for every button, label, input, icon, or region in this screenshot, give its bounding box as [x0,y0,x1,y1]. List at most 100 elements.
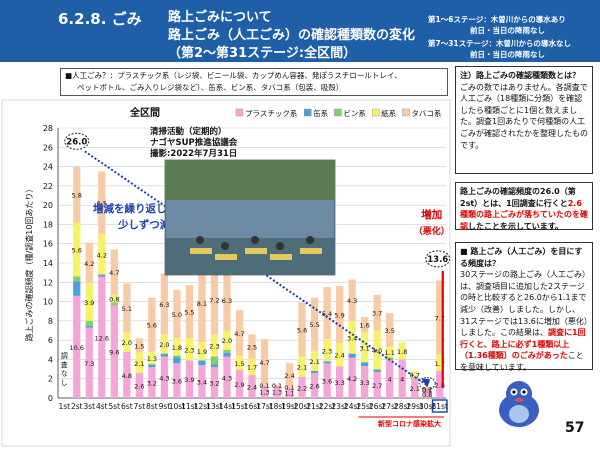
bar-segment [285,386,294,388]
bar-segment [248,334,256,359]
note-frequency-b: 2.6種類の路上ごみが落ちていたのを確認 [460,198,588,231]
bar-segment [373,294,381,331]
data-label: 2.1 [134,360,144,368]
data-label: 3.6 [172,378,182,386]
bar-segment [348,357,356,398]
data-label: 2.3 [184,346,194,354]
corona-label: 新型コロナ感染拡大 [378,419,441,428]
bar-segment [210,364,219,368]
data-label: 2.4 [284,372,294,380]
data-label: 2.4 [247,383,257,391]
legend-label: 紙系 [381,108,396,118]
data-label: 5.6 [147,322,157,330]
bar-segment [298,356,306,377]
x-tick-label: 20st [294,402,310,411]
bar-segment [148,364,156,368]
bar-segment [185,285,194,339]
bar-segment [123,351,131,398]
y-tick-label: 18 [43,220,53,229]
x-tick-label: 25st [356,402,372,411]
data-label: 1.3 [147,355,157,363]
bar-segment [361,362,369,367]
x-tick-label: 16st [244,402,260,411]
bar-segment [98,276,106,398]
legend-label: 缶系 [313,108,328,118]
data-label: 3.3 [334,379,344,387]
bar-segment [361,366,369,398]
data-label: 3.6 [322,378,332,386]
data-label: 5.8 [72,192,82,200]
data-label: 3.4 [197,379,207,387]
data-label: 2.5 [247,343,257,351]
data-label: 1.8 [172,344,182,352]
bar-segment [348,279,356,321]
page-number: 57 [565,420,585,436]
x-tick-label: 17st [256,402,272,411]
bar-segment [85,283,93,321]
legend-swatch [402,108,410,117]
bar-segment [323,287,331,340]
data-label: 4.3 [347,297,357,305]
data-label: 4.2 [347,375,357,383]
y-tick-label: 10 [43,298,53,307]
data-label: 0.8 [422,391,432,399]
note-frequency-a: 路上ごみの確認頻度の26.0（第2st）とは、1回調査に行くと [460,187,576,208]
note-conclusion-title: ■ 路上ごみ（人工ごみ）を目にする頻度は？ [460,247,583,268]
bar-segment [173,363,181,398]
bar-segment [85,320,93,326]
data-label: 0.8 [109,296,119,304]
y-tick-label: 20 [43,201,53,210]
event-caption-1: 清掃活動（定期的） [150,126,227,137]
bar-segment [198,365,206,398]
y-tick-label: 26 [43,143,53,152]
x-tick-label: 3st [83,402,95,411]
data-label: 0.1 [272,382,282,390]
note-definition-title: 注）路上ごみの確認種類数とは？ [460,71,580,80]
bar-segment [298,302,306,357]
bar-segment [198,263,206,343]
y-tick-label: 28 [43,124,53,133]
bar-segment [260,384,269,386]
bar-segment [73,222,81,277]
data-label: 5.6 [72,247,82,255]
legend-swatch [304,108,312,117]
photo-person [276,242,284,250]
data-label: 10.6 [70,344,84,352]
bar-segment [223,356,231,398]
data-label: 4.3 [159,374,169,382]
bar-segment [198,342,206,361]
stage-note-2: 第7～31ステージ：木曽川からの導水なし [428,39,572,48]
x-tick-label: 7st [134,402,146,411]
bar-segment [185,360,194,398]
bar-segment [135,352,143,373]
data-label: 4.2 [84,260,94,268]
y-tick-label: 6 [48,336,53,345]
data-label: 4.7 [234,330,244,338]
bar-segment [335,366,344,398]
bar-segment [348,320,356,354]
bar-segment [210,264,219,335]
definition-line-1: ■人工ごみ？：プラスチック系（レジ袋、ビニール袋、カップめん容器、発ぽうスチロー… [65,71,402,80]
x-tick-label: 22st [319,402,335,411]
data-label: 5.1 [122,305,132,313]
note-definition-body: ごみの数ではありません。各調査で人工ごみ（18種類に分類）を確認したら種類ごとに… [460,82,588,150]
bar-segment [85,325,93,328]
no-survey-char: 査 [61,360,68,369]
bar-segment [73,281,81,296]
stage-note-2b: 前日・当日の降雨なし [470,50,545,59]
data-label: 2.6 [309,382,319,390]
bar-segment [436,280,444,355]
x-tick-label: 15st [231,402,247,411]
photo-water [165,238,335,275]
data-label: 2.0 [122,339,132,347]
data-label: 3.9 [184,376,194,384]
data-label: 1.5 [134,342,144,350]
note-conclusion-body: 30ステージの路上ごみ（人工ごみ）は、調査項目に追加した2ステージの時と比較する… [460,270,588,338]
y-tick-label: 14 [43,259,53,268]
bar-segment [436,371,444,398]
bar-segment [73,295,81,398]
note-conclusion-end: ことを意味しています。 [460,351,584,372]
note-box-conclusion: ■ 路上ごみ（人工ごみ）を目にする頻度は？ 30ステージの路上ごみ（人工ごみ）は… [455,242,593,372]
bar-segment [110,305,118,398]
data-label: 1.1 [284,390,294,398]
